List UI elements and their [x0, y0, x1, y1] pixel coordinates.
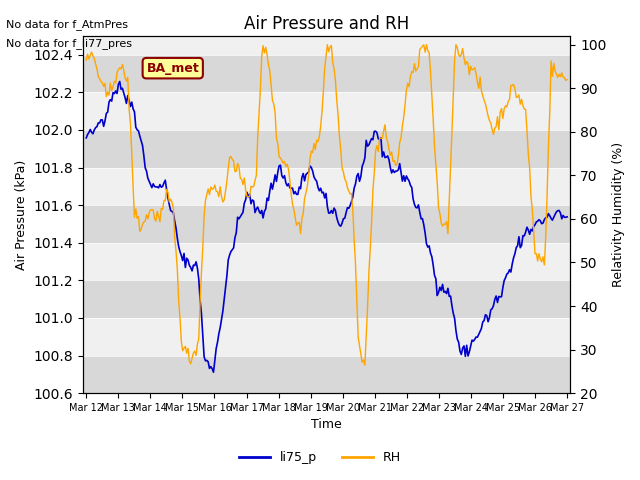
X-axis label: Time: Time	[311, 419, 342, 432]
Bar	[83, 356, 570, 393]
Bar	[83, 130, 570, 168]
Bar	[83, 205, 570, 243]
Legend: li75_p, RH: li75_p, RH	[234, 446, 406, 469]
Y-axis label: Air Pressure (kPa): Air Pressure (kPa)	[15, 159, 28, 270]
Bar	[83, 55, 570, 92]
Text: BA_met: BA_met	[147, 61, 199, 75]
Title: Air Pressure and RH: Air Pressure and RH	[244, 15, 410, 33]
Text: No data for f_AtmPres: No data for f_AtmPres	[6, 19, 129, 30]
Y-axis label: Relativity Humidity (%): Relativity Humidity (%)	[612, 142, 625, 287]
Text: No data for f_li77_pres: No data for f_li77_pres	[6, 38, 132, 49]
Bar	[83, 280, 570, 318]
